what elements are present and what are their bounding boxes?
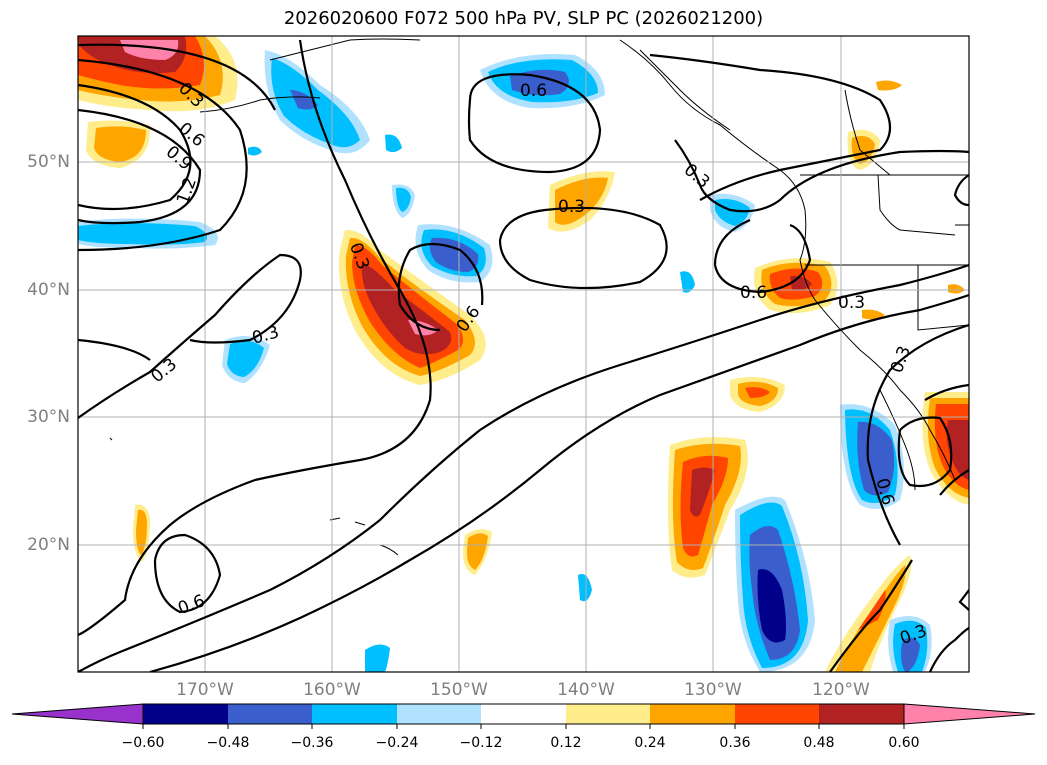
contour-label: 0.3: [250, 322, 281, 348]
coastlines: [109, 38, 956, 556]
lon-label-160w: 160°W: [303, 680, 361, 700]
lat-lon-grid: [78, 36, 969, 672]
contour-label: 0.6: [175, 591, 207, 619]
colorbar-swatch: [481, 704, 566, 724]
colorbar-tick-label: −0.12: [459, 735, 503, 751]
colorbar-swatch: [650, 704, 735, 724]
colorbar-tick-label: −0.48: [206, 735, 250, 751]
colorbar-tick-label: −0.36: [290, 735, 334, 751]
colorbar-swatch: [819, 704, 904, 724]
colorbar-swatch: [735, 704, 819, 724]
lat-label-50n: 50°N: [27, 152, 70, 172]
lon-label-140w: 140°W: [557, 680, 615, 700]
colorbar-tick-label: 0.36: [719, 735, 751, 751]
colorbar-tick-label: 0.24: [634, 735, 666, 751]
colorbar-tick-label: 0.60: [888, 735, 920, 751]
pv-negative-fill: [78, 50, 932, 672]
colorbar-tick-label: −0.24: [375, 735, 419, 751]
lat-label-40n: 40°N: [27, 280, 70, 300]
lon-label-120w: 120°W: [812, 680, 870, 700]
colorbar-extend-min: [11, 703, 144, 725]
map-content: 0.3 0.6 0.9 1.2 0.6 0.3 0.3 0.3 0.6 0.3 …: [78, 36, 969, 672]
lon-label-150w: 150°W: [430, 680, 488, 700]
colorbar-swatch: [228, 704, 312, 724]
colorbar-tick-label: 0.12: [550, 735, 582, 751]
colorbar-extend-max: [903, 703, 1036, 725]
contour-label: 1.2: [173, 175, 201, 207]
political-borders: [800, 89, 969, 331]
pv-positive-fill: [78, 36, 969, 672]
colorbar-tick-label: 0.48: [803, 735, 835, 751]
contour-label: 0.3: [558, 197, 585, 217]
map-frame: [77, 35, 970, 673]
colorbar-tick-label: −0.60: [121, 735, 165, 751]
lon-label-170w: 170°W: [176, 680, 234, 700]
lat-label-20n: 20°N: [27, 535, 70, 555]
colorbar-swatch: [312, 704, 397, 724]
slp-contours: [78, 39, 969, 672]
colorbar: [11, 703, 1036, 729]
contour-label: 0.3: [887, 343, 915, 375]
contour-label: 0.3: [838, 293, 865, 313]
contour-label: 0.6: [740, 283, 767, 303]
map-title: 2026020600 F072 500 hPa PV, SLP PC (2026…: [283, 8, 764, 29]
contour-label: 0.3: [680, 160, 714, 193]
colorbar-swatch: [143, 704, 228, 724]
lat-label-30n: 30°N: [27, 407, 70, 427]
contour-label: 0.6: [520, 81, 547, 101]
colorbar-swatch: [566, 704, 650, 724]
lon-label-130w: 130°W: [684, 680, 742, 700]
contour-label: 0.3: [147, 354, 181, 387]
colorbar-swatch: [397, 704, 481, 724]
